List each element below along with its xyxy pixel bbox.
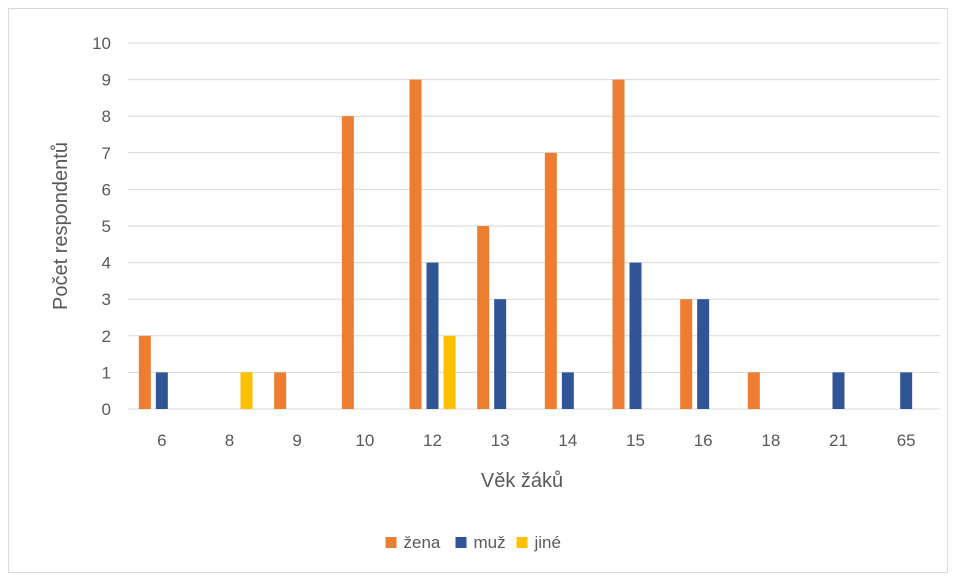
x-tick-label: 6	[157, 431, 166, 450]
x-tick-label: 15	[626, 431, 645, 450]
y-tick-label: 3	[102, 290, 111, 309]
bar-muž-15	[629, 262, 642, 409]
bar-žena-16	[680, 299, 693, 409]
x-axis-ticks: 6 8 9 10 12 13 14 15 16 18 21 65	[157, 431, 916, 450]
x-tick-label: 16	[694, 431, 713, 450]
x-tick-label: 65	[897, 431, 916, 450]
y-tick-label: 7	[102, 144, 111, 163]
bar-muž-6	[155, 372, 168, 409]
y-axis-title: Počet respondentů	[50, 142, 72, 310]
x-axis-title: Věk žáků	[481, 470, 563, 492]
bar-jiné-8	[240, 372, 253, 409]
x-tick-label: 18	[761, 431, 780, 450]
legend-label-jiné: jiné	[534, 533, 561, 552]
bar-muž-21	[832, 372, 845, 409]
legend-label-žena: žena	[404, 533, 441, 552]
x-tick-label: 9	[292, 431, 301, 450]
gridlines	[128, 42, 940, 410]
y-tick-label: 9	[102, 71, 111, 90]
bar-žena-14	[544, 152, 557, 410]
legend-swatch-jiné	[516, 537, 528, 548]
bar-žena-10	[341, 116, 354, 409]
bar-žena-18	[747, 372, 760, 409]
y-tick-label: 6	[102, 180, 111, 199]
bar-muž-13	[494, 299, 507, 409]
bar-jiné-12	[443, 335, 456, 409]
y-tick-label: 8	[102, 107, 111, 126]
legend: žena muž jiné	[385, 533, 561, 552]
bar-žena-15	[612, 79, 625, 409]
legend-label-muž: muž	[474, 533, 506, 552]
legend-swatch-muž	[455, 537, 467, 548]
bar-muž-65	[900, 372, 913, 409]
bar-žena-13	[477, 226, 490, 409]
bar-muž-12	[426, 262, 439, 409]
bar-žena-12	[409, 79, 422, 409]
x-tick-label: 14	[558, 431, 577, 450]
y-axis-ticks: 0 1 2 3 4 5 6 7 8 9 10	[92, 34, 111, 419]
y-tick-label: 1	[102, 363, 111, 382]
y-tick-label: 2	[102, 327, 111, 346]
y-tick-label: 4	[102, 254, 111, 273]
y-tick-label: 0	[102, 400, 111, 419]
x-tick-label: 13	[491, 431, 510, 450]
x-tick-label: 10	[355, 431, 374, 450]
y-tick-label: 5	[102, 217, 111, 236]
bar-muž-14	[561, 372, 574, 409]
y-tick-label: 10	[92, 34, 111, 53]
x-tick-label: 12	[423, 431, 442, 450]
bar-žena-9	[274, 372, 287, 409]
legend-swatch-žena	[385, 537, 397, 548]
bar-muž-16	[697, 299, 710, 409]
x-tick-label: 8	[225, 431, 234, 450]
bar-žena-6	[138, 335, 151, 409]
bars	[138, 79, 913, 410]
x-tick-label: 21	[829, 431, 848, 450]
